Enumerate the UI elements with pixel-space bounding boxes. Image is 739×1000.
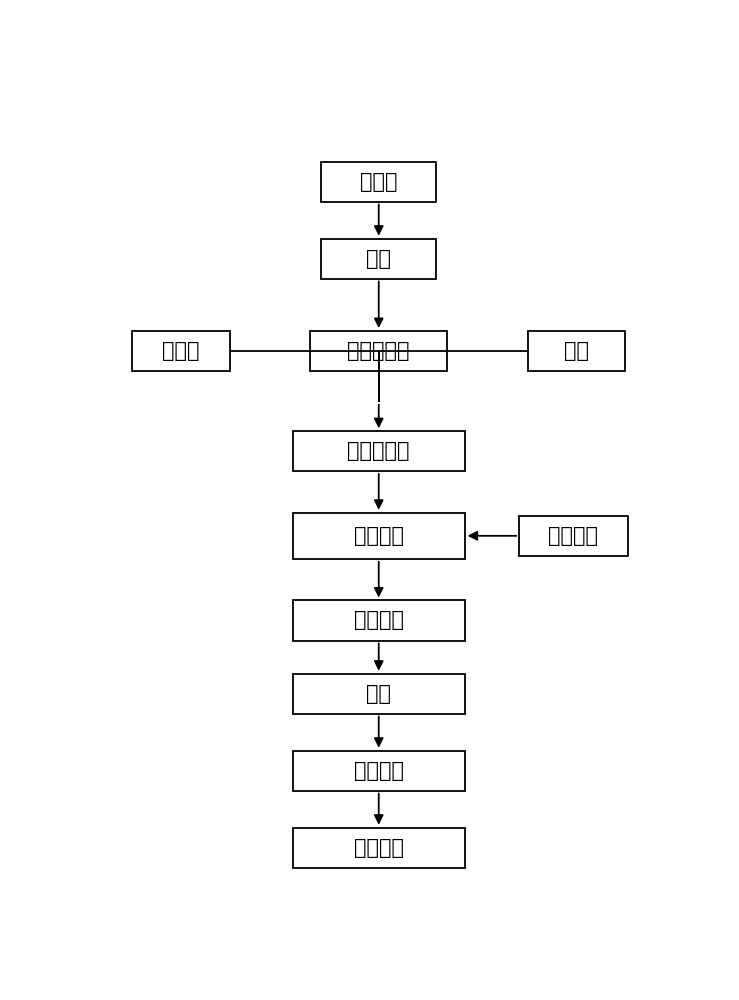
Bar	[321, 239, 436, 279]
Text: 改性磷石膏: 改性磷石膏	[347, 341, 410, 361]
Bar	[293, 431, 465, 471]
Text: 水泥、水: 水泥、水	[548, 526, 599, 546]
Bar	[293, 751, 465, 791]
Bar	[310, 331, 448, 371]
Text: 高压成型: 高压成型	[354, 610, 403, 631]
Bar	[293, 513, 465, 559]
Text: 性能检验: 性能检验	[354, 838, 403, 858]
Text: 改性: 改性	[367, 249, 391, 269]
Bar	[132, 331, 230, 371]
Bar	[293, 674, 465, 714]
Text: 黄磷渣: 黄磷渣	[163, 341, 200, 361]
Text: 蒸汽养护: 蒸汽养护	[354, 761, 403, 781]
Bar	[293, 600, 465, 641]
Text: 粉碎、磨细: 粉碎、磨细	[347, 441, 410, 461]
Text: 脱模: 脱模	[367, 684, 391, 704]
Bar	[293, 828, 465, 868]
Bar	[528, 331, 625, 371]
Text: 磷石膏: 磷石膏	[360, 172, 398, 192]
Text: 混合搅拌: 混合搅拌	[354, 526, 403, 546]
Bar	[519, 516, 628, 556]
Text: 砂子: 砂子	[564, 341, 589, 361]
Bar	[321, 162, 436, 202]
